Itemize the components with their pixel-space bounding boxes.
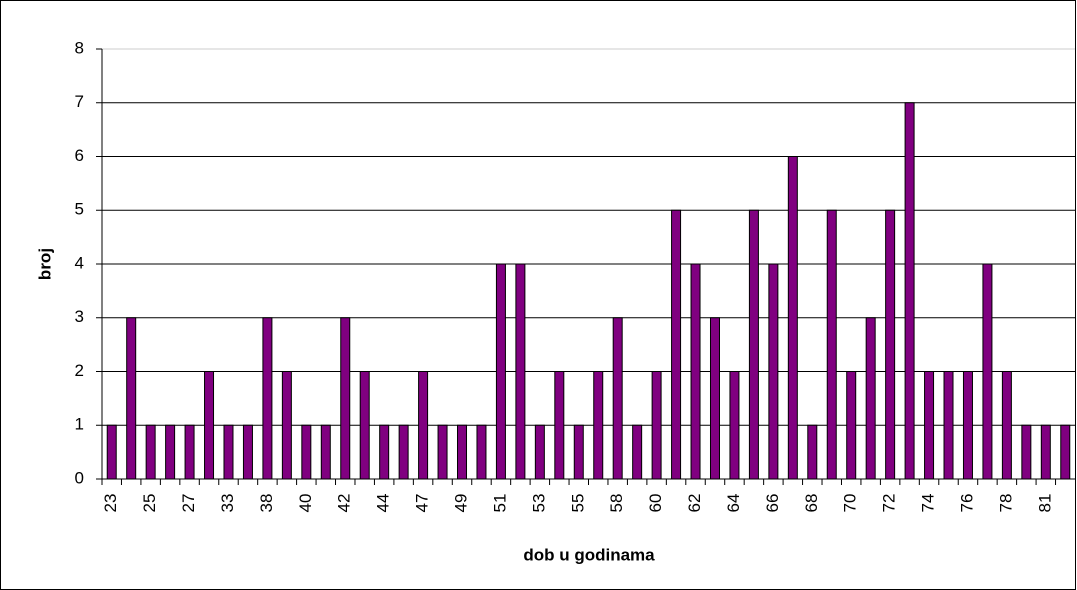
bar xyxy=(943,371,954,480)
y-tick-label: 6 xyxy=(75,146,84,165)
bar xyxy=(320,424,331,480)
x-tick-label: 58 xyxy=(607,494,626,513)
x-tick-label: 25 xyxy=(140,494,159,513)
y-tick-label: 5 xyxy=(75,200,84,219)
bar xyxy=(242,424,253,480)
x-tick-label: 68 xyxy=(802,494,821,513)
y-tick-label: 7 xyxy=(75,92,84,111)
bar xyxy=(807,424,818,480)
bar xyxy=(1021,424,1032,480)
bar xyxy=(787,156,798,480)
y-tick-label: 2 xyxy=(75,361,84,380)
x-tick-label: 64 xyxy=(724,494,743,513)
x-tick-label: 74 xyxy=(919,494,938,513)
x-axis-title: dob u godinama xyxy=(523,545,655,564)
bar xyxy=(262,317,273,480)
bar xyxy=(846,371,857,480)
bar xyxy=(301,424,312,480)
bar xyxy=(651,371,662,480)
bar xyxy=(515,263,526,480)
bar xyxy=(106,424,117,480)
bar xyxy=(165,424,176,480)
bar xyxy=(885,209,896,480)
y-tick-label: 3 xyxy=(75,307,84,326)
x-tick-label: 70 xyxy=(841,494,860,513)
x-tick-label: 27 xyxy=(179,494,198,513)
x-tick-label: 40 xyxy=(296,494,315,513)
bar xyxy=(281,371,292,480)
x-tick-label: 23 xyxy=(101,494,120,513)
bar xyxy=(457,424,468,480)
x-tick-label: 81 xyxy=(1035,494,1054,513)
bar xyxy=(768,263,779,480)
bar xyxy=(982,263,993,480)
bar xyxy=(1040,424,1051,480)
bar xyxy=(709,317,720,480)
x-tick-label: 42 xyxy=(335,494,354,513)
bar xyxy=(826,209,837,480)
y-tick-label: 1 xyxy=(75,415,84,434)
bar xyxy=(1001,371,1012,480)
bar xyxy=(612,317,623,480)
x-tick-label: 72 xyxy=(880,494,899,513)
x-tick-label: 55 xyxy=(568,494,587,513)
x-tick-label: 76 xyxy=(957,494,976,513)
bar xyxy=(184,424,195,480)
bar xyxy=(534,424,545,480)
x-tick-label: 66 xyxy=(763,494,782,513)
bar xyxy=(437,424,448,480)
bar xyxy=(145,424,156,480)
x-tick-label: 51 xyxy=(490,494,509,513)
bar xyxy=(729,371,740,480)
y-axis-title: broj xyxy=(35,248,54,280)
bar xyxy=(379,424,390,480)
bar xyxy=(690,263,701,480)
bar xyxy=(904,102,915,480)
bar xyxy=(748,209,759,480)
bar xyxy=(924,371,935,480)
y-tick-label: 4 xyxy=(75,253,84,272)
bar xyxy=(573,424,584,480)
bar xyxy=(865,317,876,480)
bar xyxy=(204,371,215,480)
bar xyxy=(554,371,565,480)
y-tick-label: 8 xyxy=(75,38,84,57)
x-tick-label: 60 xyxy=(646,494,665,513)
x-tick-label: 38 xyxy=(257,494,276,513)
bar xyxy=(476,424,487,480)
x-tick-label: 47 xyxy=(413,494,432,513)
bar xyxy=(418,371,429,480)
bar xyxy=(398,424,409,480)
bar xyxy=(359,371,370,480)
x-tick-label: 53 xyxy=(529,494,548,513)
x-tick-label: 33 xyxy=(218,494,237,513)
bar xyxy=(671,209,682,480)
x-tick-label: 78 xyxy=(996,494,1015,513)
bar xyxy=(962,371,973,480)
y-tick-label: 0 xyxy=(75,468,84,487)
x-tick-label: 62 xyxy=(685,494,704,513)
bar xyxy=(593,371,604,480)
bar xyxy=(223,424,234,480)
bar xyxy=(340,317,351,480)
bar xyxy=(126,317,137,480)
bar xyxy=(632,424,643,480)
bar xyxy=(1060,424,1071,480)
x-tick-label: 44 xyxy=(374,494,393,513)
bar xyxy=(495,263,506,480)
x-tick-label: 49 xyxy=(451,494,470,513)
